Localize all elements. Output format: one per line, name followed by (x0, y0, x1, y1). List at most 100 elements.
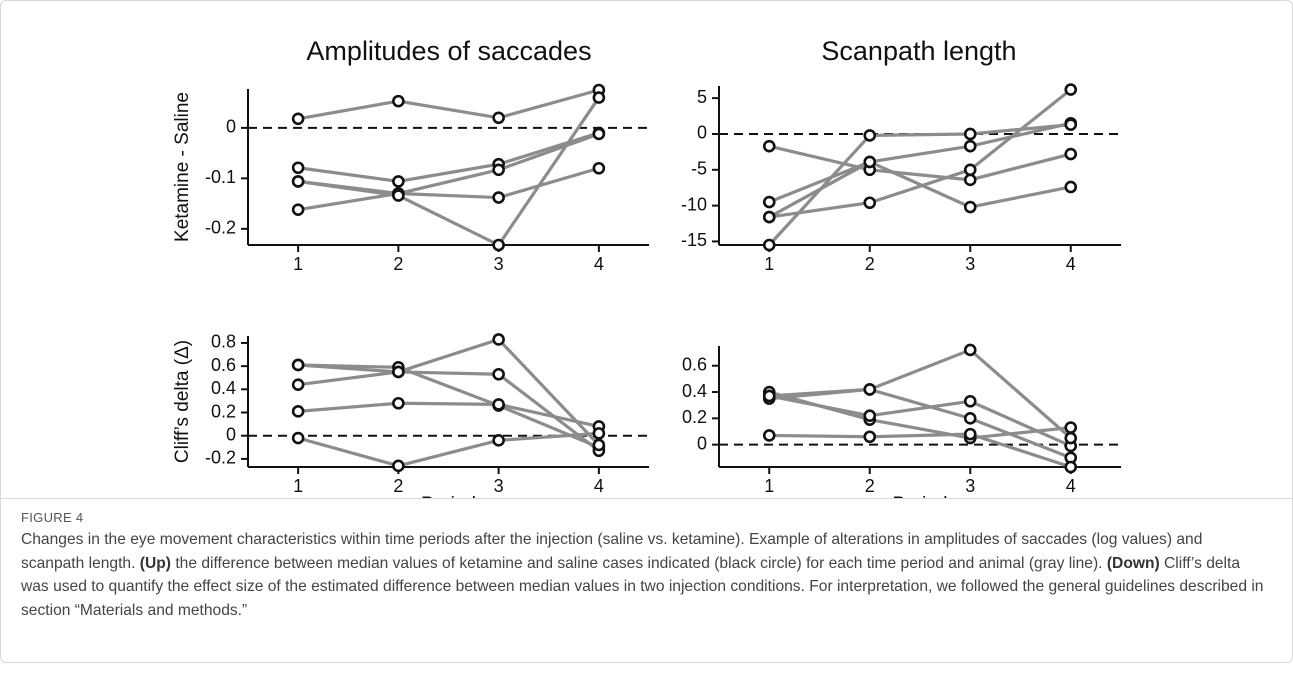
data-point (592, 427, 606, 440)
data-point (863, 409, 877, 423)
series-line (297, 370, 600, 453)
y-tick-label: 0.4 (682, 381, 707, 401)
data-point (963, 427, 977, 441)
x-tick-label: 4 (1066, 476, 1076, 496)
data-point (291, 203, 305, 216)
data-point (963, 200, 977, 214)
data-point (963, 343, 977, 357)
series-line (769, 348, 1072, 440)
y-tick-label: 0 (226, 424, 236, 444)
caption-up-label: (Up) (139, 554, 171, 572)
data-point (291, 175, 305, 188)
data-point (291, 405, 305, 418)
data-point (492, 191, 505, 204)
caption: Changes in the eye movement characterist… (21, 528, 1266, 622)
y-tick-label: 0.2 (211, 401, 236, 421)
caption-down-text: Cliff’s delta was used to quantify the e… (21, 554, 1264, 619)
series-line (297, 401, 600, 428)
data-point (1064, 431, 1078, 445)
series-line (768, 121, 1072, 204)
data-point (863, 129, 877, 142)
x-tick-label: 3 (965, 254, 975, 274)
series-line (768, 144, 1072, 182)
data-point (1064, 460, 1078, 474)
charts: Amplitudes of saccades Ketamine - Saline 0… (172, 36, 1121, 498)
x-tick-label: 4 (594, 476, 604, 496)
data-point (492, 238, 505, 252)
series-line (297, 431, 599, 468)
chart-title: Amplitudes of saccades (306, 36, 591, 66)
data-point (492, 367, 505, 381)
x-tick-label: 1 (293, 254, 303, 274)
y-tick-label: -0.1 (205, 167, 236, 187)
data-point (863, 196, 877, 210)
y-tick-label: 0.4 (211, 378, 236, 398)
x-tick-label: 2 (393, 476, 403, 496)
y-tick-label: 0.2 (682, 407, 707, 427)
data-point (1064, 147, 1078, 161)
series-line (298, 337, 601, 447)
series-line (768, 160, 1072, 219)
x-tick-label: 1 (764, 476, 774, 496)
data-point (291, 358, 305, 372)
data-point (592, 91, 606, 104)
y-axis-label: Cliff’s delta (Δ) (172, 340, 193, 463)
data-point (863, 430, 877, 444)
data-point (1064, 83, 1078, 96)
data-point (492, 333, 505, 346)
y-tick-label: 0.8 (211, 332, 236, 352)
chart-title: Scanpath length (821, 36, 1016, 66)
x-tick-label: 3 (494, 476, 504, 496)
data-point (762, 195, 776, 209)
figure-label: FIGURE 4 (21, 510, 84, 525)
data-point (963, 139, 977, 153)
caption-intro: Changes in the eye movement characterist… (21, 531, 1203, 572)
data-point (291, 161, 305, 175)
data-point (963, 394, 977, 408)
x-tick-label: 4 (594, 254, 604, 274)
data-point (392, 396, 405, 410)
y-tick-label: 0 (226, 117, 236, 137)
y-tick-label: 0 (697, 123, 707, 143)
series-line (297, 132, 600, 212)
y-tick-label: 0.6 (682, 354, 707, 374)
data-point (963, 127, 977, 141)
data-point (762, 238, 776, 252)
data-point (863, 155, 877, 169)
data-point (492, 434, 505, 447)
y-tick-label: -10 (681, 194, 707, 214)
x-tick-label: 2 (865, 476, 875, 496)
data-point (492, 163, 505, 177)
series-line (297, 131, 600, 184)
data-point (392, 175, 405, 188)
data-point (592, 127, 606, 141)
y-axis-label: Ketamine - Saline (172, 92, 193, 242)
caption-up-text: the difference between median values of … (175, 554, 1103, 572)
data-point (762, 389, 776, 403)
series-line (297, 96, 601, 248)
data-point (1064, 118, 1078, 131)
series-line (768, 394, 1072, 448)
y-tick-label: 0.6 (211, 355, 236, 375)
separator (1, 498, 1292, 499)
data-point (762, 210, 776, 224)
y-tick-label: -0.2 (205, 218, 236, 238)
data-point (392, 94, 405, 108)
data-point (863, 383, 877, 396)
x-tick-label: 2 (393, 254, 403, 274)
series-line (297, 88, 600, 121)
data-point (762, 429, 776, 442)
y-tick-label: -5 (691, 159, 707, 179)
data-point (963, 173, 977, 187)
y-tick-label: 0 (697, 433, 707, 453)
data-point (492, 111, 505, 125)
data-point (963, 412, 977, 425)
data-point (291, 112, 305, 126)
data-point (762, 139, 776, 153)
data-point (1064, 421, 1078, 434)
x-axis-label: Period (893, 494, 948, 498)
y-tick-label: -0.2 (205, 448, 236, 468)
x-tick-label: 3 (965, 476, 975, 496)
data-point (963, 163, 977, 177)
